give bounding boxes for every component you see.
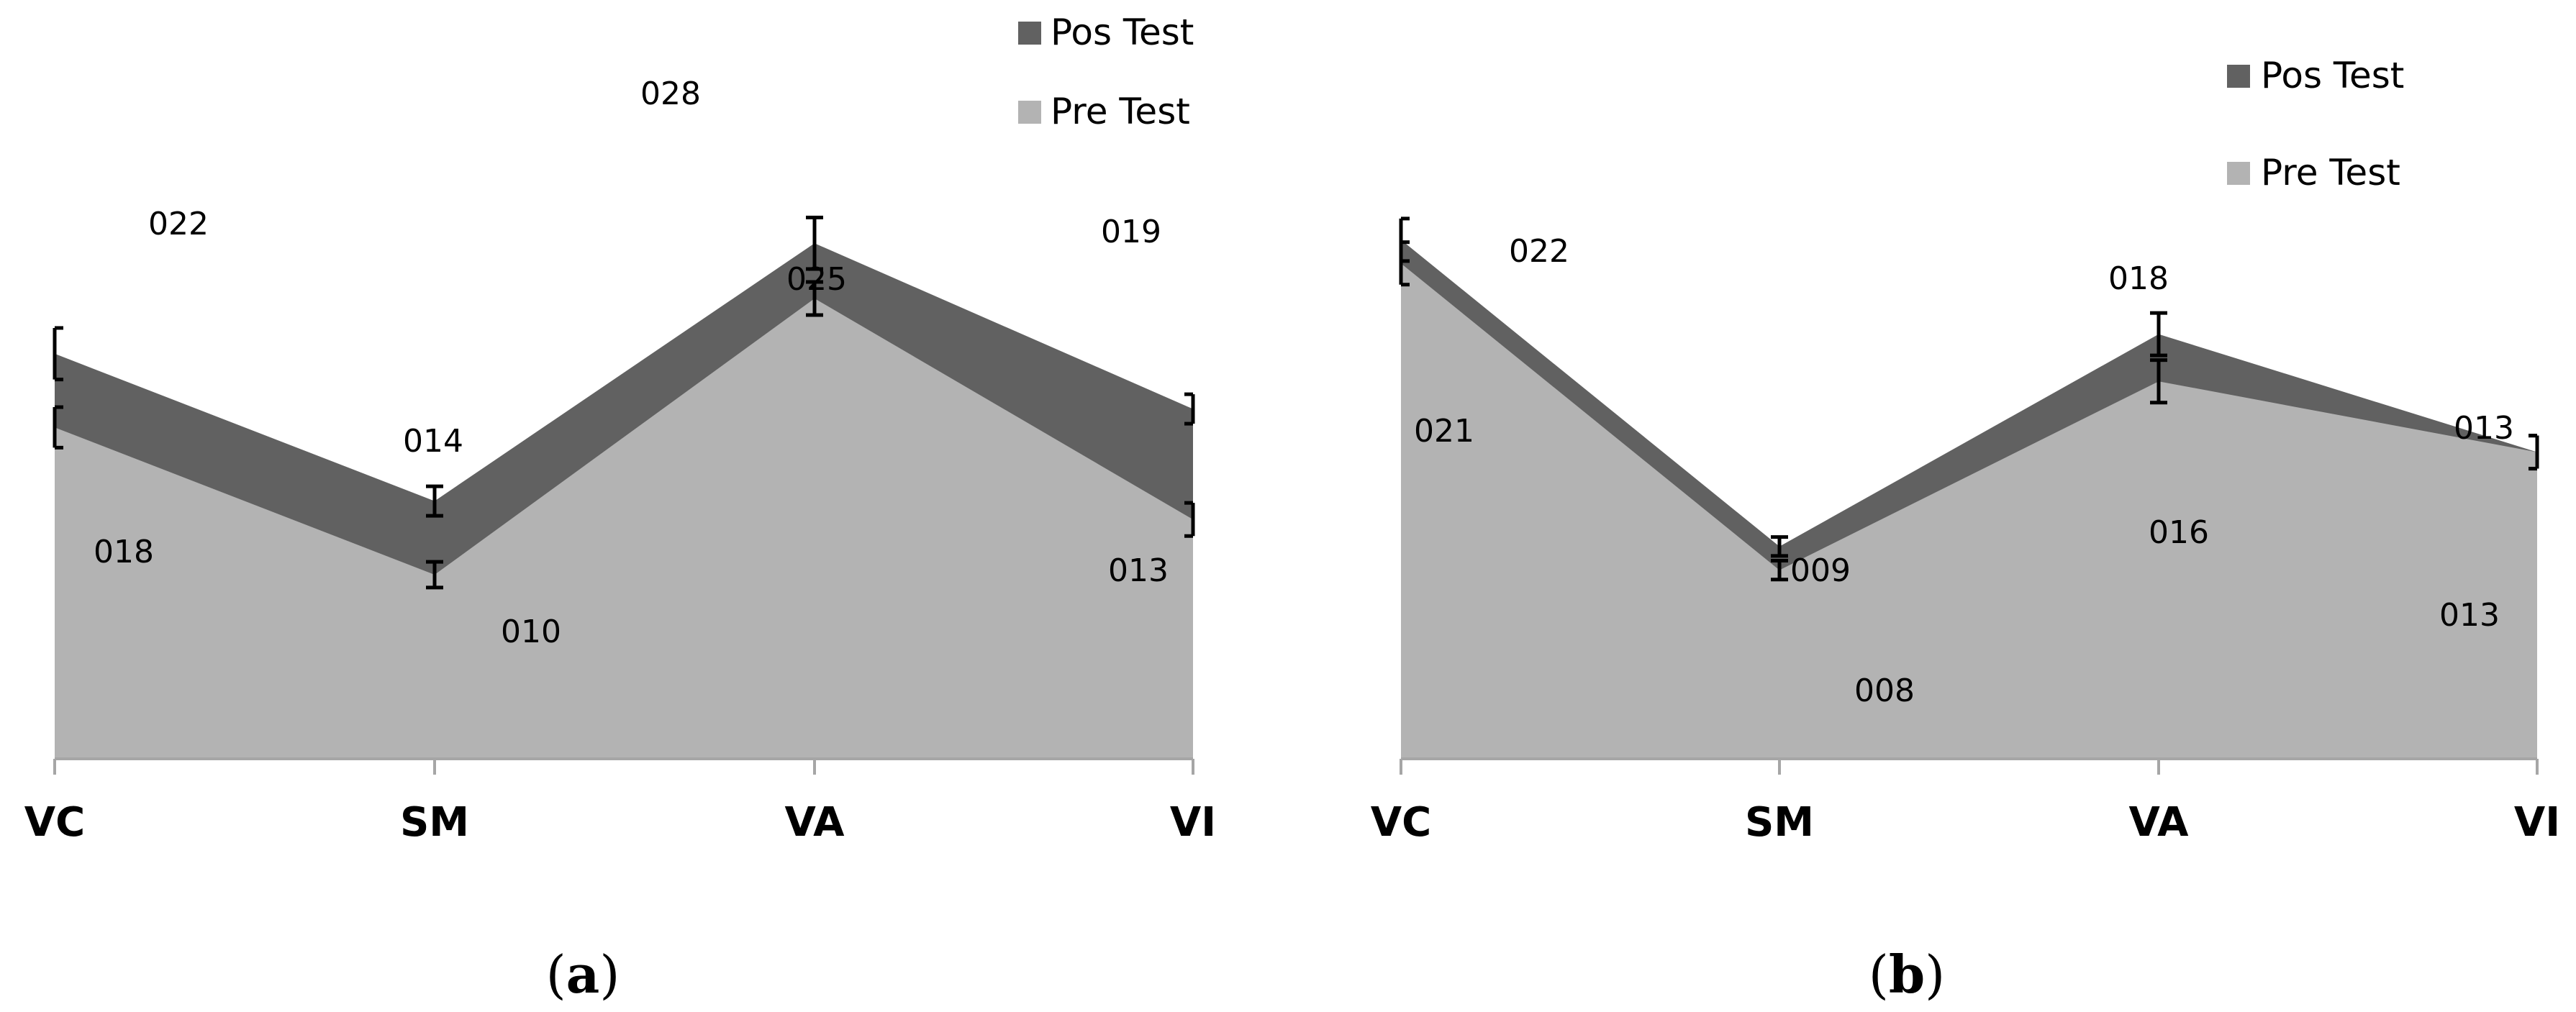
data-label-pre-test: 013 [1108, 552, 1169, 589]
data-label-pre-test: 010 [501, 614, 561, 650]
legend-swatch [1018, 22, 1041, 45]
data-label-pos-test: 018 [2108, 260, 2169, 297]
x-tick-label: SM [1745, 799, 1814, 846]
x-tick-label: VA [2129, 799, 2190, 846]
error-bar [426, 484, 443, 518]
x-tick-label: SM [400, 799, 469, 846]
x-tick-label: VA [785, 799, 845, 846]
error-bar [426, 560, 443, 590]
legend-label: Pos Test [1051, 12, 1194, 53]
error-bar [806, 280, 823, 317]
legend-item: Pre Test [2227, 152, 2400, 193]
error-bar [1399, 216, 1410, 263]
error-bar [1771, 535, 1788, 558]
error-bar [2529, 434, 2539, 471]
area-pre-test [1401, 263, 2537, 759]
data-label-pre-test: 016 [2149, 514, 2209, 551]
data-label-pre-test: 018 [94, 534, 154, 570]
error-bar [1771, 558, 1788, 582]
data-label-pos-test: 013 [2454, 410, 2514, 447]
legend-swatch [2227, 65, 2250, 88]
legend-label: Pos Test [2261, 55, 2404, 96]
legend-swatch [1018, 101, 1041, 124]
data-label-pre-test: 008 [1854, 673, 1915, 709]
area-chart-b: 021 008 016 013 022 009 018 013 VC SM VA VI Pos Test… [1371, 55, 2560, 1005]
error-bar [1184, 501, 1195, 538]
data-label-pre-test: 021 [1414, 413, 1474, 450]
error-bar [2150, 311, 2167, 357]
data-label-pos-test: 014 [403, 423, 463, 460]
chart-panel-b: 021 008 016 013 022 009 018 013 VC SM VA VI Pos Test… [1288, 0, 2576, 1012]
legend-item: Pos Test [1018, 12, 1194, 53]
data-label-pre-test: 013 [2439, 597, 2500, 634]
x-tick-label: VI [2514, 799, 2560, 846]
x-tick-label: VI [1170, 799, 1216, 846]
legend-swatch [2227, 162, 2250, 185]
error-bar [53, 405, 63, 450]
legend-label: Pre Test [1051, 91, 1190, 132]
data-label-pos-test: 019 [1101, 214, 1161, 250]
x-tick-label: VC [1371, 799, 1431, 846]
error-bar [1184, 392, 1195, 426]
panel-caption: (a) [546, 944, 620, 1005]
error-bar [2150, 358, 2167, 405]
data-label-pos-test: 022 [1509, 233, 1569, 270]
legend-item: Pre Test [1018, 91, 1190, 132]
panel-caption: (b) [1869, 944, 1946, 1005]
legend-label: Pre Test [2261, 152, 2400, 193]
error-bar [806, 215, 823, 271]
data-label-pre-test: 025 [786, 261, 847, 298]
data-label-pos-test: 009 [1790, 552, 1851, 589]
error-bar [53, 326, 63, 382]
legend-item: Pos Test [2227, 55, 2404, 96]
data-label-pos-test: 028 [640, 76, 701, 112]
chart-panel-a: 018 010 025 013 022 014 028 019 VC SM VA VI Pos Test… [24, 12, 1216, 1005]
x-tick-label: VC [24, 799, 85, 846]
area-chart-a: 018 010 025 013 022 014 028 019 VC SM VA VI Pos Test… [24, 12, 1216, 1005]
area-pre-test [55, 298, 1193, 759]
data-label-pos-test: 022 [148, 206, 209, 242]
